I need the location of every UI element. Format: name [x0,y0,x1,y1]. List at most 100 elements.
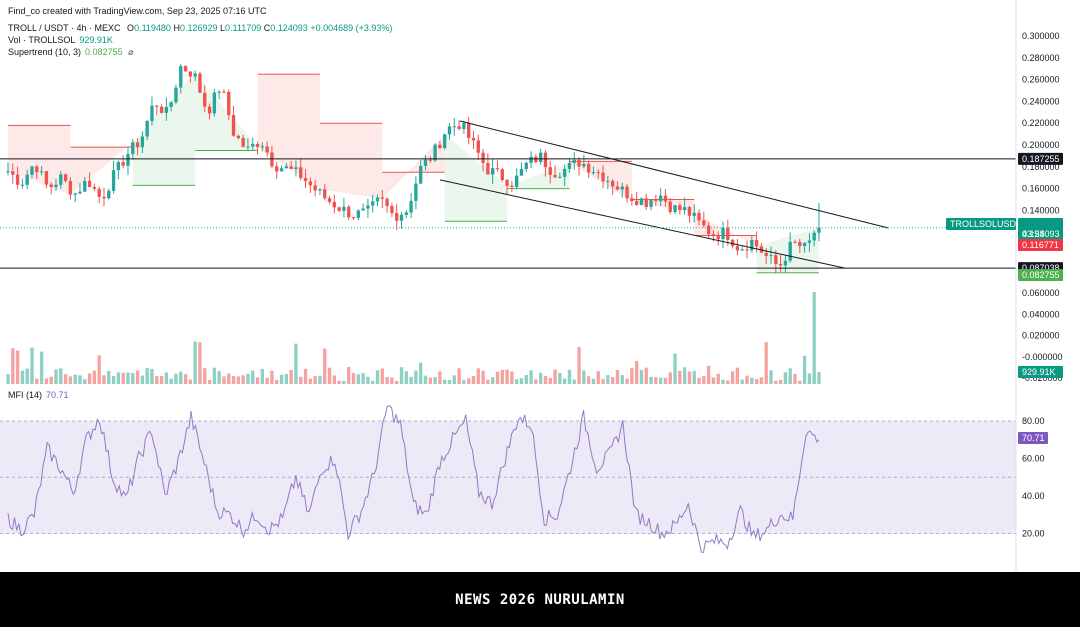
candle-body[interactable] [596,172,600,174]
candle-body[interactable] [582,163,586,167]
candle-body[interactable] [361,208,365,211]
candle-body[interactable] [318,189,322,191]
candle-body[interactable] [366,205,370,209]
candle-body[interactable] [462,123,466,129]
candle-body[interactable] [687,207,692,216]
candle-body[interactable] [726,227,730,240]
candle-body[interactable] [203,92,207,107]
candle-body[interactable] [222,91,226,93]
candle-body[interactable] [236,135,241,139]
candle-body[interactable] [198,73,202,93]
candle-body[interactable] [495,168,500,170]
candle-body[interactable] [697,212,701,221]
candle-body[interactable] [682,207,687,211]
candle-body[interactable] [471,137,476,141]
candle-body[interactable] [428,159,432,161]
candle-body[interactable] [610,180,615,187]
candle-body[interactable] [577,159,581,167]
candle-body[interactable] [419,165,423,184]
candle-body[interactable] [524,162,528,170]
candle-body[interactable] [279,168,284,172]
candle-body[interactable] [467,123,471,138]
candle-body[interactable] [572,159,576,163]
candle-body[interactable] [241,138,245,147]
candle-body[interactable] [87,180,92,188]
candle-body[interactable] [649,200,653,208]
candle-body[interactable] [423,159,428,166]
candle-body[interactable] [63,174,68,182]
candle-body[interactable] [745,249,749,251]
candle-body[interactable] [586,163,591,173]
candle-body[interactable] [30,166,34,175]
candle-body[interactable] [519,169,524,176]
candle-body[interactable] [476,140,480,153]
candle-body[interactable] [246,146,250,148]
candle-body[interactable] [183,66,188,72]
candle-body[interactable] [788,241,792,261]
candle-body[interactable] [774,255,778,265]
candle-body[interactable] [275,166,279,172]
candle-body[interactable] [68,181,73,195]
candle-body[interactable] [615,186,620,190]
hidden-eye-icon[interactable]: ⌀ [128,47,134,57]
candle-body[interactable] [620,186,624,190]
candle-body[interactable] [390,206,394,214]
candle-body[interactable] [111,170,116,191]
candle-body[interactable] [692,212,696,216]
candle-body[interactable] [591,172,596,174]
candle-body[interactable] [404,212,408,215]
candle-body[interactable] [78,191,82,194]
candle-body[interactable] [299,167,303,179]
candle-body[interactable] [433,144,437,161]
candle-body[interactable] [505,179,509,186]
candle-body[interactable] [630,198,634,202]
candle-body[interactable] [500,169,504,180]
candle-body[interactable] [783,260,788,266]
candle-body[interactable] [303,178,308,182]
candle-body[interactable] [668,201,672,212]
candle-body[interactable] [769,255,773,257]
candle-body[interactable] [164,106,169,113]
candle-body[interactable] [227,91,231,116]
candle-body[interactable] [529,156,533,163]
candle-body[interactable] [212,92,217,114]
candle-body[interactable] [323,189,327,199]
candle-body[interactable] [159,106,164,113]
candle-body[interactable] [126,154,130,166]
candle-body[interactable] [255,144,260,147]
candle-body[interactable] [658,195,663,202]
candle-body[interactable] [207,106,212,114]
candle-body[interactable] [678,205,682,211]
candle-body[interactable] [265,146,269,153]
chart-area[interactable]: 0.300000 0.280000 0.260000 0.240000 0.220000… [0,0,1080,572]
candle-body[interactable] [73,193,77,195]
candle-body[interactable] [371,201,375,206]
candle-body[interactable] [251,144,255,147]
candle-body[interactable] [663,195,668,202]
candle-body[interactable] [145,121,149,137]
candle-body[interactable] [807,240,812,243]
candle-body[interactable] [654,200,658,202]
candle-body[interactable] [673,205,677,212]
candle-body[interactable] [97,188,101,197]
candle-body[interactable] [375,197,380,202]
candle-body[interactable] [438,144,442,149]
price-chart[interactable]: 0.300000 0.280000 0.260000 0.240000 0.220000… [0,0,1080,572]
candle-body[interactable] [443,134,447,149]
candle-body[interactable] [140,136,145,148]
candle-body[interactable] [764,252,768,256]
candle-body[interactable] [347,206,351,218]
candle-body[interactable] [457,126,461,129]
candle-body[interactable] [308,181,313,186]
candle-body[interactable] [414,183,418,201]
candle-body[interactable] [721,227,725,239]
candle-body[interactable] [327,198,332,202]
candle-body[interactable] [102,196,106,199]
candle-body[interactable] [44,171,49,185]
candle-body[interactable] [798,242,802,247]
candle-body[interactable] [342,206,346,211]
candle-body[interactable] [817,227,821,233]
candle-body[interactable] [385,198,389,207]
candle-body[interactable] [356,210,360,218]
candle-body[interactable] [380,197,384,199]
